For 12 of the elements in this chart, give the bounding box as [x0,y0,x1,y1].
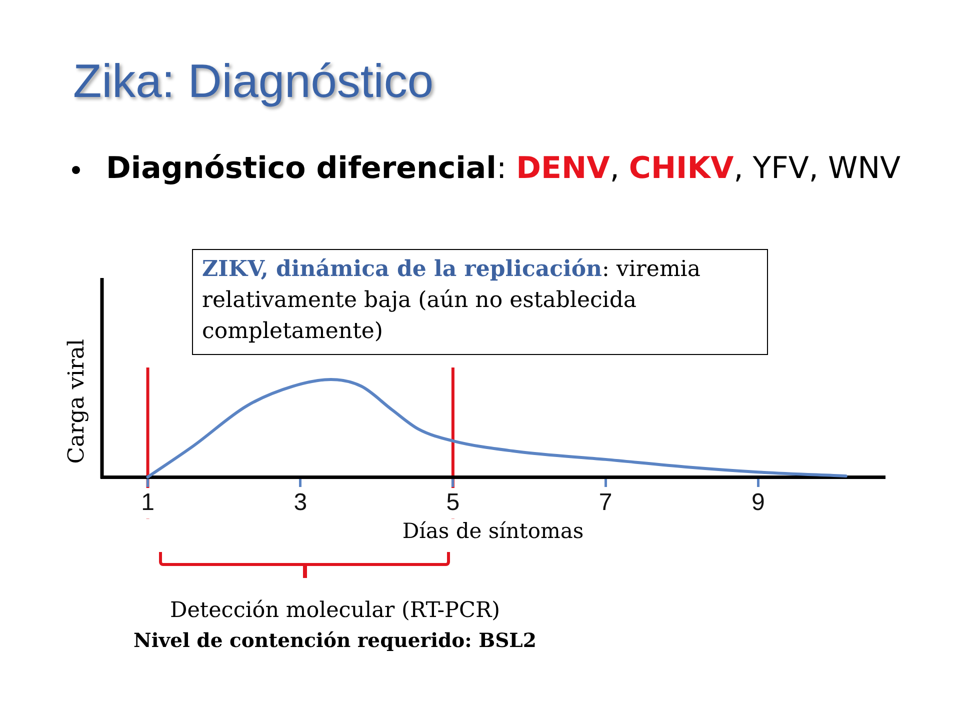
x-tick-label: 5 [446,489,460,516]
x-tick-label: 7 [598,489,612,516]
x-tick-label: 3 [294,489,308,516]
chart-title: Zika: Diagnóstico [73,53,434,108]
x-tick-label: 9 [751,489,765,516]
y-axis-title: Carga viral [64,338,90,464]
x-tick-label: 1 [141,489,154,516]
text: Diagnóstico diferencial: DENV, CHIKV, YFV, WNV [106,151,901,186]
x-axis-title: Días de síntomas [402,518,584,543]
text: Detección molecular (RT-PCR) [168,598,502,623]
text: Nivel de contención requerido: BSL2 [132,629,538,652]
text: ZIKV, dinámica de la replicación: viremia relativamente baja (aún no establecida completamente) [192,249,768,355]
